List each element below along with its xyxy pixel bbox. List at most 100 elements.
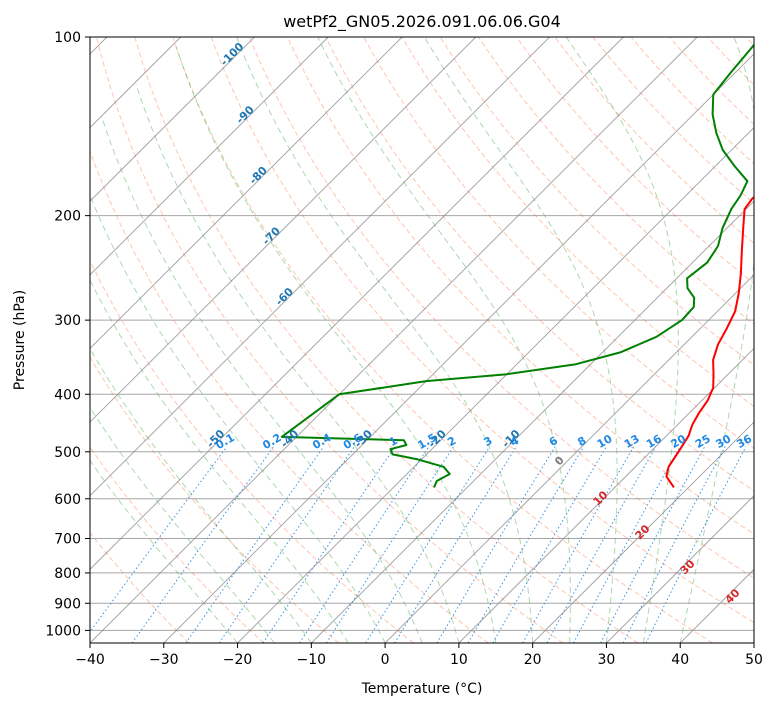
y-tick-label: 700 xyxy=(54,532,81,548)
isotherm-line xyxy=(90,37,329,276)
y-tick-label: 300 xyxy=(54,313,81,329)
isotherm-label: -60 xyxy=(273,285,296,308)
y-tick-label: 600 xyxy=(54,492,81,508)
mixing-ratio-line xyxy=(467,446,585,643)
dry-adiabat-line xyxy=(210,37,754,624)
x-tick-label: 20 xyxy=(524,652,542,668)
mixing-ratio-line xyxy=(436,446,556,643)
mixing-ratio-line xyxy=(645,446,747,643)
isotherm-line xyxy=(458,347,754,643)
mixing-ratio-line xyxy=(394,446,517,643)
mixing-ratio-label: 30 xyxy=(714,432,734,451)
isotherm-label: -40 xyxy=(278,427,301,450)
isotherm-line xyxy=(679,568,754,643)
moist-adiabat-line xyxy=(565,37,679,643)
isotherm-line xyxy=(90,37,403,350)
dry-adiabat-line xyxy=(554,37,754,244)
dry-adiabat-line xyxy=(592,37,754,205)
isotherm-line xyxy=(90,37,477,423)
dry-adiabat-line xyxy=(134,37,639,643)
isotherm-label: -80 xyxy=(247,164,270,187)
dry-adiabat-line xyxy=(707,37,754,86)
dewpoint-profile-line xyxy=(280,43,754,488)
dry-adiabat-line xyxy=(90,259,414,643)
mixing-ratio-label: 13 xyxy=(622,432,642,451)
isotherm-line xyxy=(310,200,754,643)
moist-adiabat-line xyxy=(90,347,312,643)
plot-frame xyxy=(89,36,755,644)
dry-adiabat-line xyxy=(90,149,489,643)
y-tick-label: 400 xyxy=(54,387,81,403)
y-axis-title: Pressure (hPa) xyxy=(12,290,28,390)
isotherm-line xyxy=(90,37,624,571)
chart-line-labels: 0.1 0.2 0.4 0.6 1 1.5 2 3 4 6 8 10 13 16 20 25 30 36-100-… xyxy=(204,40,754,607)
isotherm-label: -100 xyxy=(218,40,247,69)
chart-axes: −40 −30 −20 −10 0 10 20 30 40 5010020030040050060… xyxy=(45,30,763,668)
theta-label: 0 xyxy=(552,453,567,468)
dry-adiabat-line xyxy=(516,37,754,285)
mixing-ratio-line xyxy=(90,446,228,633)
x-tick-label: 40 xyxy=(671,652,689,668)
mixing-ratio-line xyxy=(365,446,491,643)
dry-adiabat-line xyxy=(325,37,754,492)
mixing-ratio-line xyxy=(299,446,430,643)
moist-adiabat-line xyxy=(175,46,497,643)
mixing-ratio-line xyxy=(325,446,455,643)
moist-adiabat-line xyxy=(90,459,238,643)
moist-adiabat-line xyxy=(101,116,423,643)
x-tick-label: 10 xyxy=(450,652,468,668)
mixing-ratio-line xyxy=(573,446,681,643)
moist-adiabat-line xyxy=(135,83,460,643)
mixing-ratio-line xyxy=(131,446,275,643)
dry-adiabat-line xyxy=(668,37,754,125)
mixing-ratio-label: 25 xyxy=(693,432,713,451)
y-tick-label: 900 xyxy=(54,596,81,612)
moist-adiabat-line xyxy=(317,37,571,643)
isotherm-line xyxy=(606,495,754,643)
theta-label: 20 xyxy=(633,522,653,542)
dry-adiabat-line xyxy=(745,37,754,47)
isotherm-line xyxy=(237,126,754,643)
y-tick-label: 100 xyxy=(54,30,81,46)
mixing-ratio-label: 10 xyxy=(595,432,615,451)
dry-adiabat-line xyxy=(172,37,713,643)
dry-adiabat-line xyxy=(90,356,339,643)
mixing-ratio-line xyxy=(600,446,706,643)
mixing-ratio-label: 16 xyxy=(644,432,664,451)
mixing-ratio-label: 0.4 xyxy=(310,431,334,452)
isotherm-line xyxy=(163,53,754,643)
moist-adiabat-line xyxy=(90,278,349,643)
mixing-ratio-line xyxy=(185,446,325,643)
dry-adiabat-line xyxy=(287,37,754,535)
isotherm-line xyxy=(753,642,754,643)
chart-title: wetPf2_GN05.2026.091.06.06.G04 xyxy=(283,12,561,32)
isotherm-label: -90 xyxy=(234,103,257,126)
dry-adiabat-line xyxy=(439,37,754,366)
dry-adiabat-line xyxy=(477,37,754,325)
temperature-profile-line xyxy=(665,196,754,488)
x-tick-label: 50 xyxy=(745,652,763,668)
y-tick-label: 800 xyxy=(54,566,81,582)
x-tick-label: 30 xyxy=(598,652,616,668)
moist-adiabat-line xyxy=(423,37,618,643)
dry-adiabat-line xyxy=(363,37,754,449)
mixing-ratio-line xyxy=(262,446,396,643)
theta-label: 10 xyxy=(591,488,611,508)
mixing-ratio-line xyxy=(546,446,657,643)
x-tick-label: 0 xyxy=(381,652,390,668)
mixing-ratio-line xyxy=(522,446,635,643)
isotherm-line xyxy=(90,37,550,497)
isotherm-line xyxy=(384,274,754,643)
isotherm-label: -10 xyxy=(499,427,522,450)
mixing-ratio-label: 3 xyxy=(481,434,494,449)
x-tick-label: −40 xyxy=(75,652,105,668)
mixing-ratio-label: 20 xyxy=(668,432,688,451)
x-tick-label: −10 xyxy=(297,652,327,668)
y-tick-label: 200 xyxy=(54,209,81,225)
isotherm-line xyxy=(532,421,754,643)
isotherm-line xyxy=(90,37,255,202)
chart-series xyxy=(280,43,754,488)
dry-adiabat-line xyxy=(90,446,265,643)
isotherm-line xyxy=(90,37,698,643)
